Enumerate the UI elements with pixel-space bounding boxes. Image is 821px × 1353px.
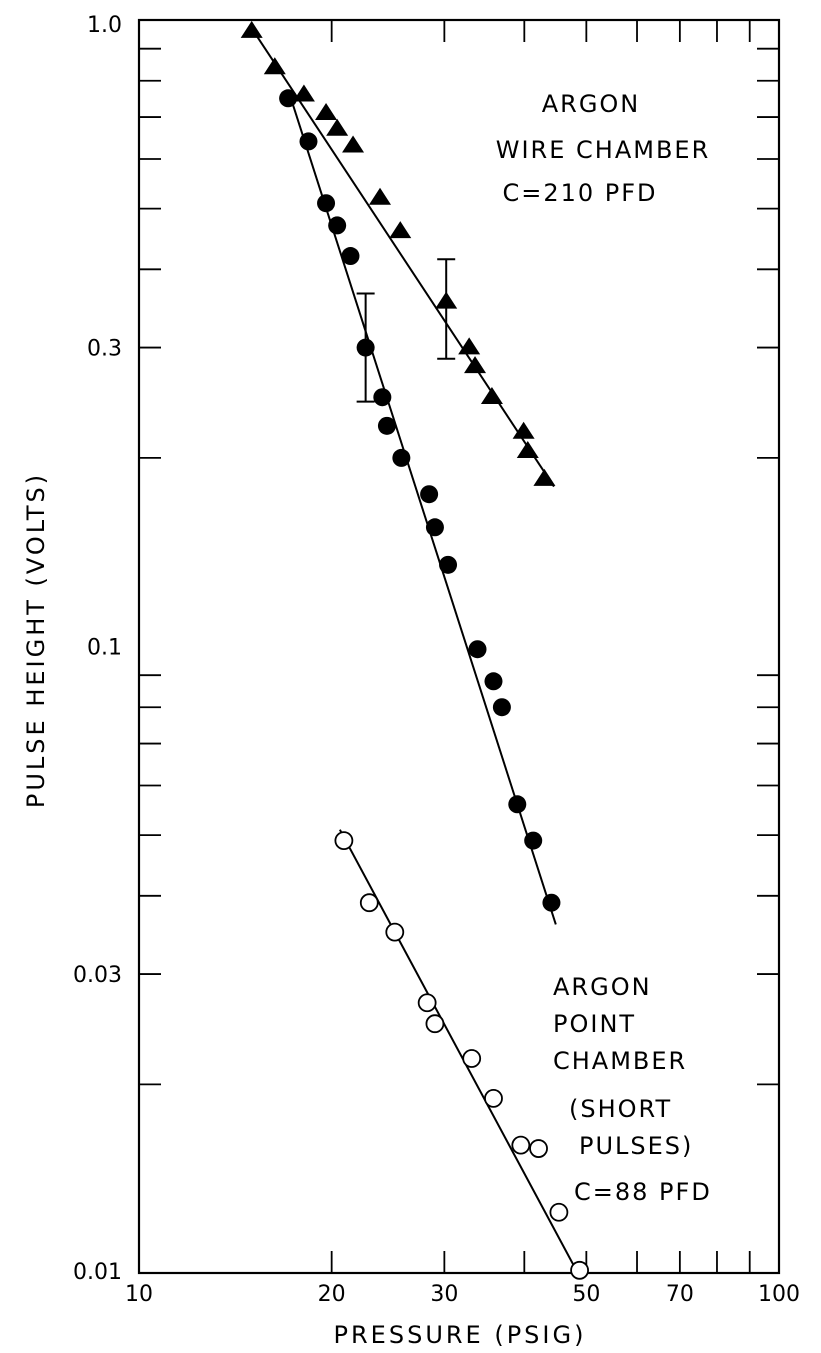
data-point-circle (328, 216, 347, 235)
y-tick-label: 0.01 (73, 1260, 122, 1285)
data-point-circle (373, 388, 392, 407)
data-point-triangle (464, 356, 487, 374)
data-point-triangle (435, 291, 458, 309)
data-point-triangle (512, 421, 535, 439)
data-point-circle (492, 698, 511, 717)
fit-lines (250, 27, 582, 1279)
x-tick-label: 10 (125, 1282, 153, 1307)
error-bar (437, 258, 456, 360)
data-point-circle (279, 89, 298, 108)
data-point-triangle (315, 102, 338, 120)
data-points (240, 20, 589, 1280)
annotation-point-line-3: CHAMBER (553, 1047, 687, 1075)
data-point-circle (425, 518, 444, 537)
data-point-circle (356, 338, 375, 357)
data-point-circle (299, 132, 318, 151)
data-point-open-circle (359, 893, 379, 913)
data-point-triangle (369, 187, 392, 205)
plot-frame (137, 18, 781, 1275)
y-tick-label: 1.0 (87, 13, 122, 38)
fit-line (250, 27, 555, 488)
y-axis-title: PULSE HEIGHT (VOLTS) (22, 472, 50, 808)
data-point-open-circle (417, 993, 437, 1013)
y-tick-label: 0.1 (87, 636, 122, 661)
data-point-triangle (342, 135, 365, 153)
data-point-triangle (240, 20, 263, 38)
annotation-point-chamber: ARGON POINT CHAMBER (SHORT PULSES) C=88 … (553, 973, 712, 1206)
axis-ticks (139, 20, 779, 1273)
annotation-point-line-2: POINT (553, 1010, 636, 1038)
data-point-triangle (292, 84, 315, 102)
data-point-open-circle (511, 1135, 531, 1155)
data-point-triangle (533, 468, 556, 486)
data-point-triangle (516, 440, 539, 458)
data-point-circle (392, 448, 411, 467)
data-point-triangle (389, 221, 412, 239)
y-tick-label: 0.3 (87, 337, 122, 362)
annotation-point-line-1: ARGON (553, 973, 652, 1001)
data-point-circle (317, 194, 336, 213)
data-point-open-circle (484, 1088, 503, 1108)
data-point-circle (542, 893, 561, 912)
annotation-wire-line-3: C=210 PFD (502, 179, 657, 207)
annotation-wire-line-2: WIRE CHAMBER (496, 136, 711, 164)
data-point-open-circle (462, 1049, 482, 1068)
data-point-circle (508, 795, 527, 814)
annotation-point-line-5: PULSES) (579, 1132, 693, 1160)
annotation-wire-line-1: ARGON (542, 90, 641, 118)
annotation-point-line-6: C=88 PFD (574, 1178, 712, 1206)
data-point-open-circle (529, 1139, 548, 1158)
data-point-open-circle (334, 831, 354, 850)
x-tick-label: 100 (758, 1282, 800, 1307)
data-point-open-circle (549, 1202, 569, 1222)
annotation-point-line-4: (SHORT (569, 1095, 672, 1123)
data-point-circle (439, 555, 458, 574)
y-tick-label: 0.03 (73, 963, 122, 988)
data-point-circle (484, 672, 503, 691)
data-point-circle (420, 485, 439, 504)
data-point-triangle (458, 337, 481, 355)
data-point-triangle (480, 386, 503, 404)
x-axis-title: PRESSURE (PSIG) (334, 1321, 587, 1349)
data-point-open-circle (570, 1260, 589, 1280)
data-point-open-circle (425, 1014, 445, 1034)
data-point-circle (377, 416, 396, 435)
data-point-circle (524, 831, 543, 850)
x-tick-label: 30 (430, 1282, 458, 1307)
data-point-circle (341, 247, 360, 266)
x-tick-label: 70 (666, 1282, 694, 1307)
error-bars (356, 258, 456, 403)
annotation-wire-chamber: ARGON WIRE CHAMBER C=210 PFD (496, 90, 711, 207)
x-tick-label: 20 (318, 1282, 346, 1307)
x-tick-label: 50 (572, 1282, 600, 1307)
data-point-open-circle (385, 922, 405, 942)
fit-line (338, 829, 582, 1279)
data-point-triangle (326, 118, 349, 136)
data-point-triangle (263, 57, 286, 75)
tick-labels: 10 20 30 50 70 100 0.01 0.03 0.1 0.3 1.0 (73, 13, 800, 1307)
data-point-circle (468, 640, 487, 659)
